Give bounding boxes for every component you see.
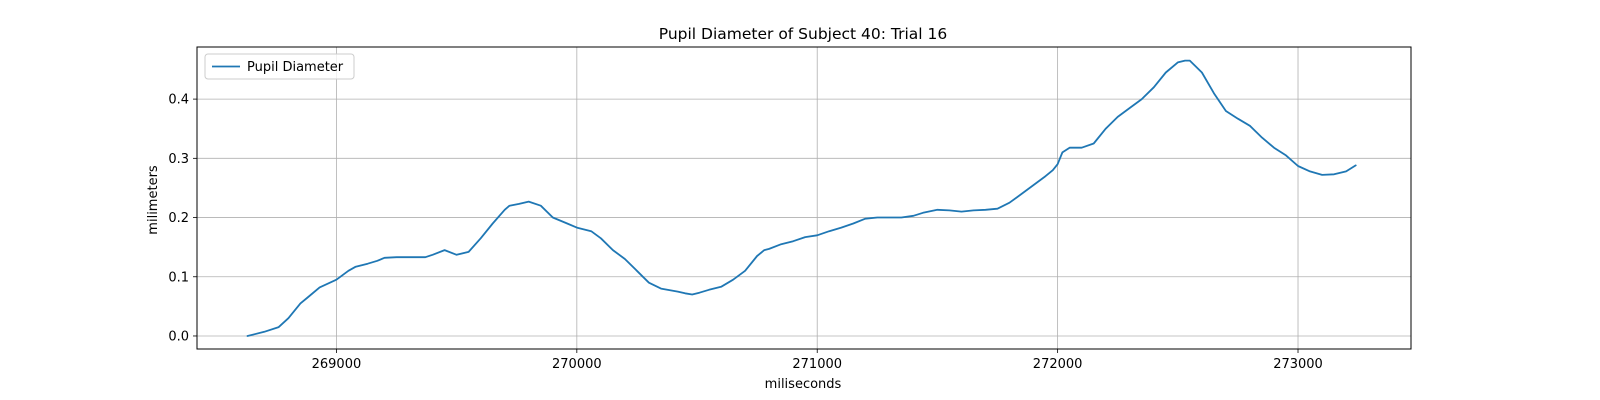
x-tick-label: 272000 <box>1033 357 1083 372</box>
y-tick-label: 0.4 <box>168 93 189 108</box>
x-tick-label: 269000 <box>312 357 362 372</box>
legend: Pupil Diameter <box>204 53 355 80</box>
x-tick-label: 273000 <box>1273 357 1323 372</box>
y-tick-label: 0.0 <box>168 329 189 344</box>
series-line-pupil-diameter <box>246 59 1357 337</box>
legend-label: Pupil Diameter <box>247 60 344 75</box>
y-tick-label: 0.3 <box>168 152 189 167</box>
x-axis-label: miliseconds <box>765 377 842 392</box>
y-tick-label: 0.1 <box>168 270 189 285</box>
series-layer <box>246 59 1357 337</box>
axes-frame <box>196 46 1412 350</box>
y-tick-label: 0.2 <box>168 211 189 226</box>
x-axis-ticks: 269000 270000 271000 272000 273000 <box>312 349 1323 372</box>
x-tick-label: 270000 <box>552 357 602 372</box>
grid-lines <box>197 47 1411 349</box>
chart-title: Pupil Diameter of Subject 40: Trial 16 <box>659 25 948 43</box>
x-tick-label: 271000 <box>792 357 842 372</box>
y-axis-ticks: 0.0 0.1 0.2 0.3 0.4 <box>168 93 197 344</box>
y-axis-label: milimeters <box>146 165 161 235</box>
legend-box <box>204 53 355 80</box>
